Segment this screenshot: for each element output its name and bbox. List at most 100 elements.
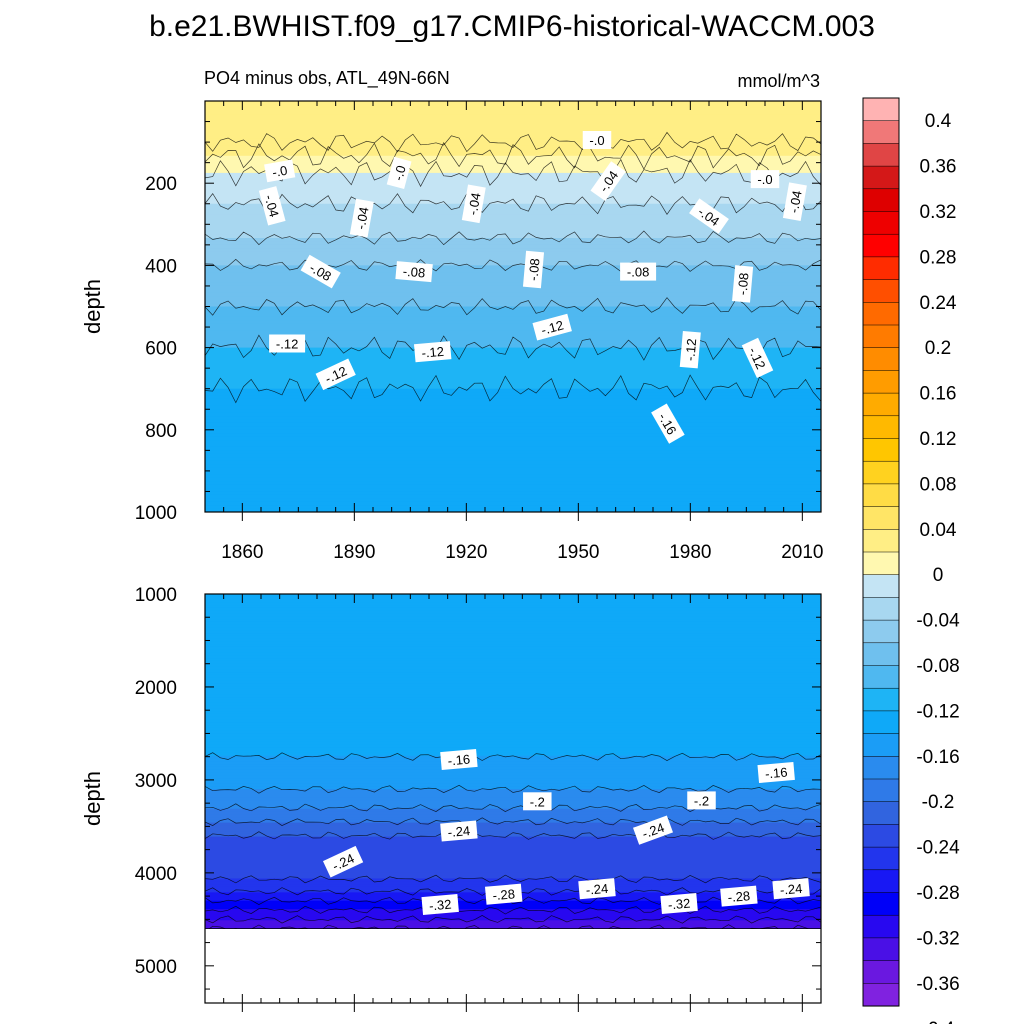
contour-band xyxy=(205,214,821,219)
colorbar-swatch xyxy=(862,415,900,440)
contour-band xyxy=(205,736,821,740)
contour-band xyxy=(205,172,821,177)
contour-band xyxy=(205,323,821,328)
contour-label: -.0 xyxy=(582,131,612,149)
colorbar-swatch xyxy=(862,642,900,667)
contour-band xyxy=(205,190,821,195)
contour-label-text: -.0 xyxy=(589,133,604,148)
contour-label: -.04 xyxy=(461,184,486,224)
contour-line xyxy=(205,752,821,762)
contour-label: -.24 xyxy=(440,820,478,842)
contour-band xyxy=(205,733,821,737)
contour-band xyxy=(205,316,821,321)
contour-line xyxy=(205,230,821,246)
contour-line xyxy=(205,334,821,361)
contour-label: -.32 xyxy=(421,893,459,916)
units-label: mmol/m^3 xyxy=(738,71,820,91)
contour-band xyxy=(205,176,821,181)
contour-band xyxy=(205,501,821,506)
contour-label-text: -.0 xyxy=(271,163,289,180)
plot-frame xyxy=(204,593,822,1004)
contour-band xyxy=(205,688,821,693)
contour-band xyxy=(205,186,821,191)
contour-band xyxy=(205,727,821,732)
contour-band xyxy=(205,872,821,877)
colorbar-swatch xyxy=(862,801,900,825)
contour-band xyxy=(205,261,821,266)
y-tick-label: 800 xyxy=(145,421,177,442)
contour-band xyxy=(205,752,821,757)
contour-band xyxy=(205,811,821,815)
colorbar-swatch xyxy=(862,665,900,689)
contour-band xyxy=(205,244,821,249)
contour-label: -.12 xyxy=(532,313,572,341)
contour-band xyxy=(205,289,821,294)
contour-band xyxy=(205,711,821,715)
contour-band xyxy=(205,282,821,287)
colorbar-label: 0.28 xyxy=(920,247,957,268)
contour-label: -.04 xyxy=(349,198,374,238)
contour-band xyxy=(205,911,821,916)
contour-band xyxy=(205,443,821,448)
contour-band xyxy=(205,833,821,838)
colorbar-swatch xyxy=(862,914,900,939)
x-tick-label: 1920 xyxy=(445,542,487,563)
contour-label-text: -.16 xyxy=(764,765,788,782)
contour-band xyxy=(205,124,821,129)
contour-band xyxy=(205,227,821,232)
contour-label: -.08 xyxy=(732,265,754,303)
contour-band xyxy=(205,635,821,640)
contour-band xyxy=(205,644,821,648)
contour-band xyxy=(205,914,821,919)
contour-label-text: -.04 xyxy=(262,193,282,219)
lower-panel: -.16 -.16 -.2 -.2 -.24 -.24 -.24 -.24 -.24 -.28 -.… xyxy=(80,585,822,1012)
contour-band xyxy=(205,680,821,684)
contour-band xyxy=(205,672,821,676)
contour-label-text: -.16 xyxy=(447,752,471,769)
contour-label-text: -.04 xyxy=(786,189,805,214)
contour-band xyxy=(205,309,821,314)
contour-band xyxy=(205,719,821,723)
colorbar-swatch xyxy=(862,824,900,848)
contour-band xyxy=(205,248,821,253)
colorbar-swatch xyxy=(862,710,900,735)
contour-label: -.28 xyxy=(484,883,523,905)
contour-band xyxy=(205,162,821,167)
contour-band xyxy=(205,364,821,369)
contour-band xyxy=(205,272,821,277)
contour-label-text: -.24 xyxy=(640,820,666,842)
contour-label: -.16 xyxy=(440,748,478,771)
contour-band xyxy=(205,864,821,868)
colorbar-swatch xyxy=(862,279,900,303)
contour-label: -.08 xyxy=(620,262,657,281)
contour-band xyxy=(205,844,821,849)
contour-band xyxy=(205,121,821,126)
contour-field xyxy=(205,594,821,1003)
contour-band xyxy=(205,371,821,376)
contour-band xyxy=(205,607,821,612)
contour-label: -.0 xyxy=(750,170,780,189)
contour-label-text: -.2 xyxy=(694,793,709,808)
colorbar-label: -0.28 xyxy=(916,883,959,904)
contour-band xyxy=(205,669,821,673)
contour-band xyxy=(205,200,821,205)
colorbar-label: -0.2 xyxy=(922,792,955,813)
contour-label-text: -.08 xyxy=(526,258,543,282)
contour-band xyxy=(205,630,821,634)
y-tick-label: 4000 xyxy=(135,864,177,885)
colorbar-swatch xyxy=(862,233,900,258)
colorbar-swatch xyxy=(862,302,900,326)
contour-band xyxy=(205,917,821,921)
contour-band xyxy=(205,867,821,871)
contour-label: -.2 xyxy=(687,791,716,810)
contour-band xyxy=(205,750,821,754)
contour-band xyxy=(205,412,821,417)
y-tick-label: 200 xyxy=(145,174,177,195)
contour-band xyxy=(205,839,821,843)
contour-band xyxy=(205,594,821,598)
contour-band xyxy=(205,368,821,373)
contour-line xyxy=(205,831,821,841)
contour-band xyxy=(205,599,821,603)
contour-band xyxy=(205,155,821,160)
contour-band xyxy=(205,303,821,308)
